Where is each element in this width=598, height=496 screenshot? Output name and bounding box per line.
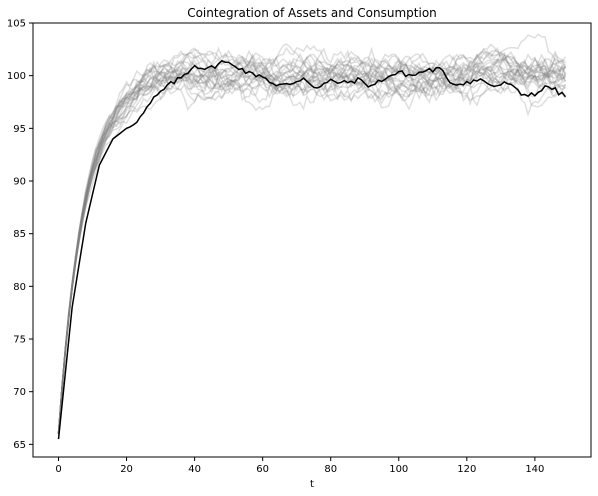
background-series-line xyxy=(57,49,566,434)
background-series-line xyxy=(57,54,567,434)
background-series-line xyxy=(57,33,567,434)
plot-frame xyxy=(32,22,592,458)
y-tick-label: 70 xyxy=(13,387,26,398)
background-series-line xyxy=(57,52,567,434)
background-series-line xyxy=(57,64,567,434)
x-tick-label: 0 xyxy=(55,464,61,475)
y-tick-label: 105 xyxy=(7,19,26,30)
background-series-line xyxy=(57,47,567,434)
x-tick-label: 100 xyxy=(389,464,408,475)
background-series-group xyxy=(57,33,567,434)
y-tick-label: 95 xyxy=(13,124,26,135)
background-series-line xyxy=(57,46,566,434)
background-series-line xyxy=(57,50,566,434)
y-tick-label: 90 xyxy=(13,177,26,188)
x-tick-label: 120 xyxy=(457,464,476,475)
chart-title: Cointegration of Assets and Consumption xyxy=(187,6,437,20)
background-series-line xyxy=(57,52,566,434)
highlight-series-group xyxy=(57,59,567,440)
y-tick-label: 85 xyxy=(13,229,26,240)
background-series-line xyxy=(57,49,566,434)
x-axis-label: t xyxy=(310,479,314,490)
background-series-line xyxy=(57,51,566,434)
x-tick-label: 60 xyxy=(256,464,269,475)
background-series-line xyxy=(57,44,567,434)
background-series-line xyxy=(57,43,566,434)
background-series-line xyxy=(57,53,567,434)
y-tick-label: 80 xyxy=(13,282,26,293)
x-tick-label: 80 xyxy=(324,464,337,475)
background-series-line xyxy=(57,63,567,434)
background-series-line xyxy=(57,52,567,434)
y-tick-label: 65 xyxy=(13,440,26,451)
background-series-line xyxy=(57,47,566,434)
background-series-line xyxy=(57,50,566,434)
x-axis: 0 20 40 60 80 100 120 140 xyxy=(55,457,544,475)
background-series-line xyxy=(57,43,566,434)
background-series-line xyxy=(57,55,567,434)
highlight-series-line xyxy=(57,59,567,440)
plot-area xyxy=(57,33,567,440)
background-series-line xyxy=(57,60,567,434)
y-tick-label: 75 xyxy=(13,335,26,346)
x-tick-label: 20 xyxy=(120,464,133,475)
y-axis: 65 70 75 80 85 90 95 100 105 xyxy=(7,19,33,451)
background-series-line xyxy=(57,53,566,434)
background-series-line xyxy=(57,53,566,434)
y-tick-label: 100 xyxy=(7,71,26,82)
x-tick-label: 140 xyxy=(525,464,544,475)
x-tick-label: 40 xyxy=(188,464,201,475)
